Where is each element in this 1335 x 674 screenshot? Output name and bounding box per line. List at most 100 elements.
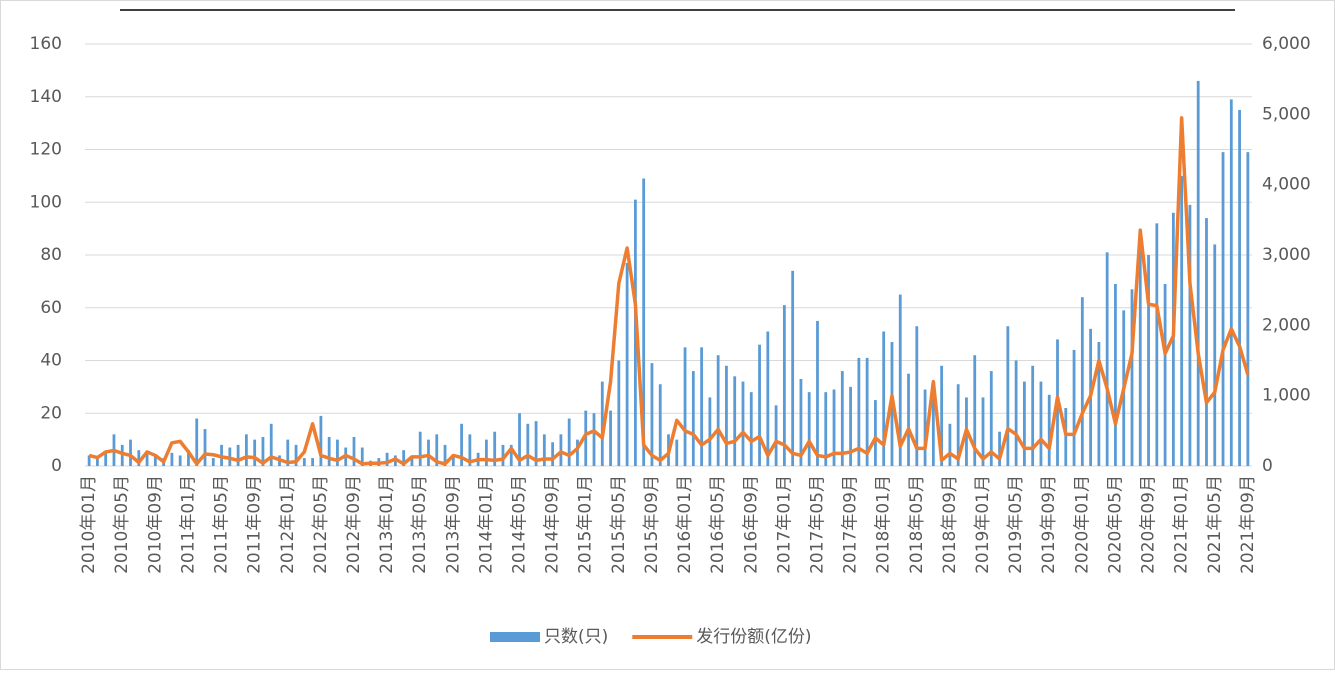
- bar: [857, 357, 861, 466]
- bar: [360, 447, 364, 466]
- bar: [716, 355, 720, 466]
- bar: [1138, 228, 1142, 466]
- bar: [1188, 204, 1192, 466]
- bar: [774, 405, 778, 466]
- x-tick-label: 2012年09月: [344, 475, 364, 574]
- bar: [244, 434, 248, 466]
- bar: [1205, 218, 1208, 466]
- bar: [468, 434, 472, 466]
- bar: [1064, 407, 1068, 466]
- x-tick-label: 2019年01月: [973, 475, 993, 574]
- bar: [1072, 349, 1076, 466]
- bar: [253, 439, 257, 466]
- bar: [1238, 109, 1241, 466]
- bar: [766, 331, 770, 466]
- x-tick-label: 2019年09月: [1039, 475, 1059, 574]
- bar: [104, 452, 108, 466]
- bar: [501, 444, 505, 466]
- bar: [683, 347, 687, 466]
- bar: [948, 423, 952, 466]
- bar: [493, 431, 497, 466]
- x-tick-label: 2018年01月: [874, 475, 894, 574]
- bar: [989, 371, 993, 466]
- x-tick-label: 2019年05月: [1006, 475, 1026, 574]
- bar: [1080, 297, 1084, 466]
- bar: [1229, 99, 1233, 466]
- bar: [725, 365, 728, 466]
- x-tick-label: 2016年01月: [675, 475, 695, 574]
- x-tick-label: 2017年09月: [841, 475, 861, 574]
- x-tick-label: 2020年01月: [1072, 475, 1092, 574]
- bar: [749, 392, 753, 466]
- y2-tick-label: 3,000: [1262, 245, 1311, 265]
- bar: [1006, 326, 1010, 466]
- x-tick-label: 2014年09月: [543, 475, 563, 574]
- bar: [915, 326, 919, 466]
- bar: [609, 410, 612, 466]
- bar: [1147, 255, 1150, 466]
- bar: [642, 178, 646, 466]
- bar: [824, 392, 828, 466]
- bar: [120, 444, 124, 466]
- y-tick-label: 0: [51, 456, 62, 476]
- y-tick-label: 100: [30, 192, 62, 212]
- bar: [956, 384, 960, 466]
- x-tick-label: 2010年09月: [145, 475, 165, 574]
- x-tick-label: 2013年01月: [377, 475, 397, 574]
- y-tick-label: 140: [30, 87, 62, 107]
- y2-tick-label: 4,000: [1262, 175, 1311, 195]
- bar: [898, 294, 902, 466]
- bar: [882, 331, 886, 466]
- bar: [352, 436, 356, 466]
- bar: [410, 458, 414, 466]
- bar: [137, 450, 141, 466]
- x-tick-label: 2014年01月: [476, 475, 496, 574]
- x-tick-label: 2012年01月: [278, 475, 298, 574]
- bar: [1039, 381, 1043, 466]
- x-tick-label: 2018年09月: [940, 475, 960, 574]
- bar: [1031, 365, 1035, 466]
- bar: [129, 439, 132, 466]
- bar: [1130, 289, 1134, 466]
- x-tick-label: 2017年01月: [774, 475, 794, 574]
- bar: [741, 381, 745, 466]
- y-tick-label: 60: [40, 298, 62, 318]
- y2-tick-label: 5,000: [1262, 104, 1311, 124]
- bar: [1097, 342, 1101, 466]
- bar: [1114, 284, 1117, 466]
- x-tick-label: 2020年05月: [1105, 475, 1125, 574]
- bar: [1221, 152, 1225, 466]
- bar: [327, 436, 331, 466]
- bar: [782, 305, 786, 466]
- bar: [931, 381, 935, 466]
- bar: [145, 452, 149, 466]
- bar: [849, 386, 852, 466]
- bar: [203, 429, 207, 466]
- bar: [840, 371, 844, 466]
- bar: [691, 371, 695, 466]
- bar: [617, 360, 621, 466]
- y-tick-label: 80: [40, 245, 62, 265]
- y2-tick-label: 0: [1262, 456, 1273, 476]
- y2-tick-label: 6,000: [1262, 34, 1311, 54]
- x-tick-label: 2010年01月: [79, 475, 99, 574]
- x-tick-label: 2016年09月: [741, 475, 761, 574]
- x-tick-label: 2013年05月: [410, 475, 430, 574]
- bar: [178, 455, 182, 466]
- bar: [286, 439, 290, 466]
- bar: [807, 392, 811, 466]
- bar: [336, 439, 339, 466]
- bar: [584, 410, 588, 466]
- bar: [758, 344, 761, 466]
- bar: [211, 458, 215, 466]
- x-tick-label: 2020年09月: [1139, 475, 1159, 574]
- bar: [518, 413, 521, 466]
- x-tick-label: 2011年05月: [212, 475, 232, 574]
- bar: [195, 418, 199, 466]
- y2-tick-label: 1,000: [1262, 386, 1311, 406]
- bar: [87, 455, 91, 466]
- bar: [708, 397, 712, 466]
- bar: [485, 439, 488, 466]
- bar: [385, 452, 389, 466]
- line: [88, 116, 1250, 466]
